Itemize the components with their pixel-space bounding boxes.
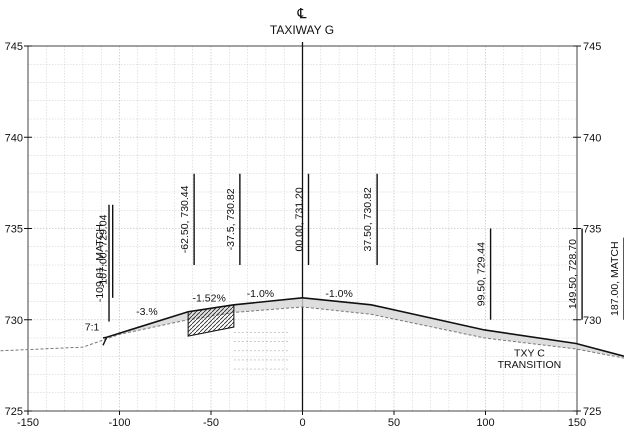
y-tick-label-right: 725 xyxy=(583,406,601,418)
y-tick-label-right: 740 xyxy=(583,132,601,144)
cut-fill-band xyxy=(103,297,624,359)
y-tick-label-left: 735 xyxy=(5,224,23,236)
y-tick-label-right: 735 xyxy=(583,224,601,236)
x-tick-label: -150 xyxy=(17,417,39,429)
taxiway-title: TAXIWAY G xyxy=(270,23,334,37)
slope-minus-3pct: -3.% xyxy=(136,306,158,318)
centerline-symbol: ℄ xyxy=(297,5,307,21)
x-tick-label: 100 xyxy=(476,417,494,429)
y-tick-label-left: 745 xyxy=(5,41,23,53)
station-label: -109.01, MATCH xyxy=(94,224,106,302)
axis-ticks: -150 -100 -50 0 50 100 150 745 740 735 730 725 745 74… xyxy=(5,41,602,429)
existing-ground-line xyxy=(0,306,624,359)
x-tick-label: -100 xyxy=(108,417,130,429)
station-label: 37.50, 730.82 xyxy=(362,187,374,251)
x-tick-label: 50 xyxy=(388,417,400,429)
station-label: -37.5, 730.82 xyxy=(225,188,237,250)
transition-label: TRANSITION xyxy=(498,359,562,371)
station-label: 99.50, 729.44 xyxy=(476,242,488,306)
y-tick-label-right: 745 xyxy=(583,41,601,53)
grid xyxy=(27,45,578,412)
finished-grade-line xyxy=(102,297,624,358)
station-labels: -109.01, MATCH-107.00, 729.04 -62.50, 730… xyxy=(94,173,624,322)
slope-minus-1-52pct: -1.52% xyxy=(193,293,226,305)
pavement-section xyxy=(187,304,235,337)
x-tick-label: 0 xyxy=(299,417,305,429)
x-tick-label: -50 xyxy=(203,417,219,429)
slope-minus-1pct-left: -1.0% xyxy=(247,288,274,300)
y-tick-label-right: 730 xyxy=(583,315,601,327)
slope-minus-1pct-right: -1.0% xyxy=(325,288,352,300)
slope-7-1: 7:1 xyxy=(85,322,100,334)
x-tick-label: 150 xyxy=(568,417,586,429)
section-geometry xyxy=(0,297,624,370)
station-label: -107.00, 729.04 xyxy=(98,214,110,288)
y-tick-label-left: 730 xyxy=(5,315,23,327)
y-tick-label-left: 740 xyxy=(5,132,23,144)
txy-c-label: TXY C xyxy=(514,347,545,359)
station-label: 187.00, MATCH xyxy=(609,241,621,316)
station-label: 00.00, 731.20 xyxy=(294,187,306,251)
edge-slope-line xyxy=(102,336,108,346)
station-label: -62.50, 730.44 xyxy=(179,185,191,253)
y-tick-label-left: 725 xyxy=(5,406,23,418)
station-label: 149.50, 728.70 xyxy=(567,239,579,309)
